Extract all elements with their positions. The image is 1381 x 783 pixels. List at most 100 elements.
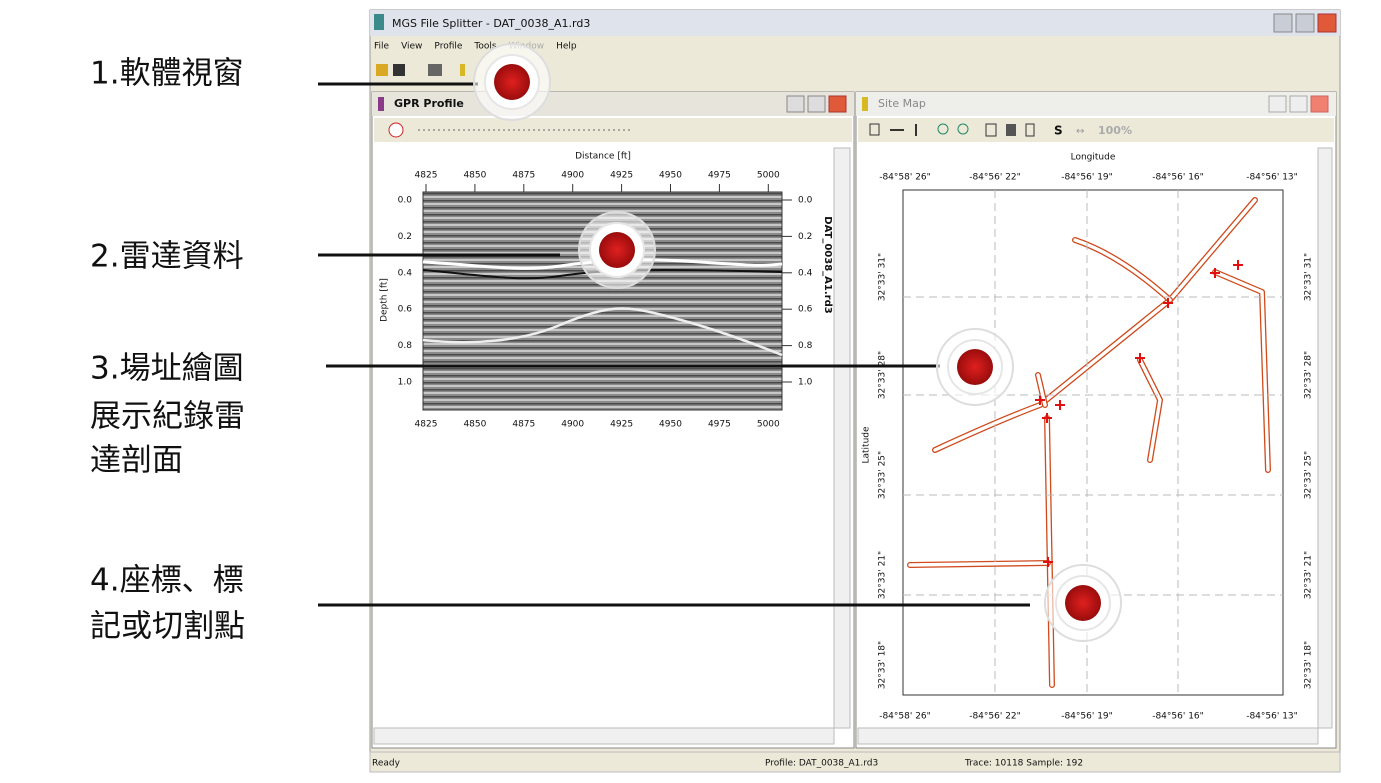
map-y-tick: 32°33' 18" <box>1304 641 1314 689</box>
map-y-tick: 32°33' 28" <box>878 351 888 399</box>
annotation-text: 記或切割點 <box>90 609 245 645</box>
map-tools <box>869 123 1035 137</box>
map-y-tick: 32°33' 25" <box>878 451 888 499</box>
print-icon[interactable] <box>428 64 442 76</box>
map-x-label: Longitude <box>1071 153 1116 163</box>
gpr-close[interactable] <box>828 95 847 113</box>
annotation-dot <box>957 349 993 385</box>
annotation-dot <box>1065 585 1101 621</box>
map-x-tick: -84°56' 13" <box>1246 712 1298 722</box>
tool-zoom-level[interactable]: 100% <box>1098 124 1132 137</box>
tool-zoom-in[interactable] <box>937 123 949 135</box>
site-map-title: Site Map <box>878 97 926 110</box>
status-bar <box>369 751 1341 773</box>
tool-u[interactable] <box>1025 123 1035 137</box>
gpr-x-label: Distance [ft] <box>575 152 631 162</box>
annotation-dot <box>599 232 635 268</box>
annotation-text: 1.軟體視窗 <box>90 56 244 92</box>
map-x-tick: -84°56' 16" <box>1152 173 1204 183</box>
gpr-y-tick: 0.2 <box>398 232 412 242</box>
map-y-tick: 32°33' 31" <box>1304 253 1314 301</box>
map-y-label: Latitude <box>862 426 872 464</box>
split-marker <box>1043 557 1053 567</box>
gpr-y-tick: 0.4 <box>398 268 413 278</box>
gpr-x-tick: 4950 <box>659 171 682 181</box>
tool-pan-h[interactable] <box>890 129 904 131</box>
gpr-file-label: DAT_0038_A1.rd3 <box>822 216 833 314</box>
menu-item[interactable]: Help <box>556 42 577 52</box>
save-icon[interactable] <box>393 64 405 76</box>
menu-item[interactable]: File <box>374 42 390 52</box>
site-map-icon <box>862 97 868 111</box>
open-icon[interactable] <box>376 64 388 76</box>
gpr-y-tick: 1.0 <box>798 378 813 388</box>
status-trace: Trace: 10118 Sample: 192 <box>964 759 1083 769</box>
tool-arrow[interactable]: ↔ <box>1076 126 1084 137</box>
annotation-text: 3.場址繪圖 <box>90 351 244 387</box>
tool-pan-v[interactable] <box>915 124 917 136</box>
map-vscroll[interactable] <box>1317 147 1333 729</box>
gpr-max[interactable] <box>807 95 826 113</box>
close-button[interactable] <box>1317 13 1337 33</box>
gpr-y-tick: 0.6 <box>798 305 813 315</box>
toolbar <box>376 64 465 76</box>
tool-zoom-out[interactable] <box>957 123 969 135</box>
gpr-vscroll[interactable] <box>833 147 851 729</box>
gpr-y-tick: 0.8 <box>398 341 413 351</box>
gpr-x-tick: 4900 <box>561 420 584 430</box>
map-max[interactable] <box>1289 95 1308 113</box>
gpr-y-tick: 0.2 <box>798 232 812 242</box>
map-close[interactable] <box>1310 95 1329 113</box>
gpr-x-tick: 5000 <box>757 171 780 181</box>
map-x-tick: -84°58' 26" <box>879 173 931 183</box>
track-inner <box>1213 270 1270 472</box>
site-map-title-bar <box>856 92 1336 116</box>
gpr-min[interactable] <box>786 95 805 113</box>
gpr-icon <box>378 97 384 111</box>
gpr-x-tick: 4825 <box>415 171 438 181</box>
split-marker <box>1035 395 1045 405</box>
annotation-text: 4.座標、標 <box>90 563 244 599</box>
gpr-y-tick: 1.0 <box>398 378 413 388</box>
map-x-tick: -84°56' 13" <box>1246 173 1298 183</box>
annotation-dot <box>494 64 530 100</box>
help-icon[interactable] <box>460 64 465 76</box>
map-x-tick: -84°56' 22" <box>969 173 1021 183</box>
track-inner <box>1138 358 1162 462</box>
tool-select[interactable] <box>985 123 997 137</box>
map-y-tick: 32°33' 25" <box>1304 451 1314 499</box>
map-y-tick: 32°33' 31" <box>878 253 888 301</box>
menu-item[interactable]: Profile <box>434 42 462 52</box>
gpr-title-bar <box>372 92 854 116</box>
map-x-tick: -84°56' 19" <box>1061 173 1113 183</box>
minimize-button[interactable] <box>1273 13 1293 33</box>
track-inner <box>1045 416 1054 687</box>
annotation-text: 2.雷達資料 <box>90 239 244 275</box>
maximize-button[interactable] <box>1295 13 1315 33</box>
map-x-tick: -84°58' 26" <box>879 712 931 722</box>
map-toolbar <box>858 118 1334 142</box>
gpr-x-tick: 4875 <box>512 420 535 430</box>
map-min[interactable] <box>1268 95 1287 113</box>
map-y-tick: 32°33' 18" <box>878 641 888 689</box>
annotation-text: 展示紀錄雷 <box>90 399 245 435</box>
gpr-y-tick: 0.0 <box>398 196 413 206</box>
window-title: MGS File Splitter - DAT_0038_A1.rd3 <box>392 17 590 30</box>
tool-s[interactable]: S <box>1054 124 1063 138</box>
split-marker <box>1055 400 1065 410</box>
map-hscroll[interactable] <box>857 727 1319 745</box>
gpr-f-icon[interactable] <box>388 122 404 138</box>
menu-item[interactable]: View <box>401 42 422 52</box>
menu-item[interactable]: Tools <box>473 42 496 52</box>
gpr-x-tick: 4925 <box>610 420 633 430</box>
radargram-reflector <box>422 307 783 357</box>
gpr-y-tick: 0.4 <box>798 268 813 278</box>
gpr-hscroll[interactable] <box>373 727 835 745</box>
tracks <box>907 197 1271 688</box>
track-inner <box>1073 238 1172 302</box>
gpr-x-tick: 4875 <box>512 171 535 181</box>
gpr-x-tick: 5000 <box>757 420 780 430</box>
tool-new[interactable] <box>869 123 880 136</box>
track-inner <box>908 561 1050 567</box>
tool-table[interactable] <box>1006 124 1016 136</box>
